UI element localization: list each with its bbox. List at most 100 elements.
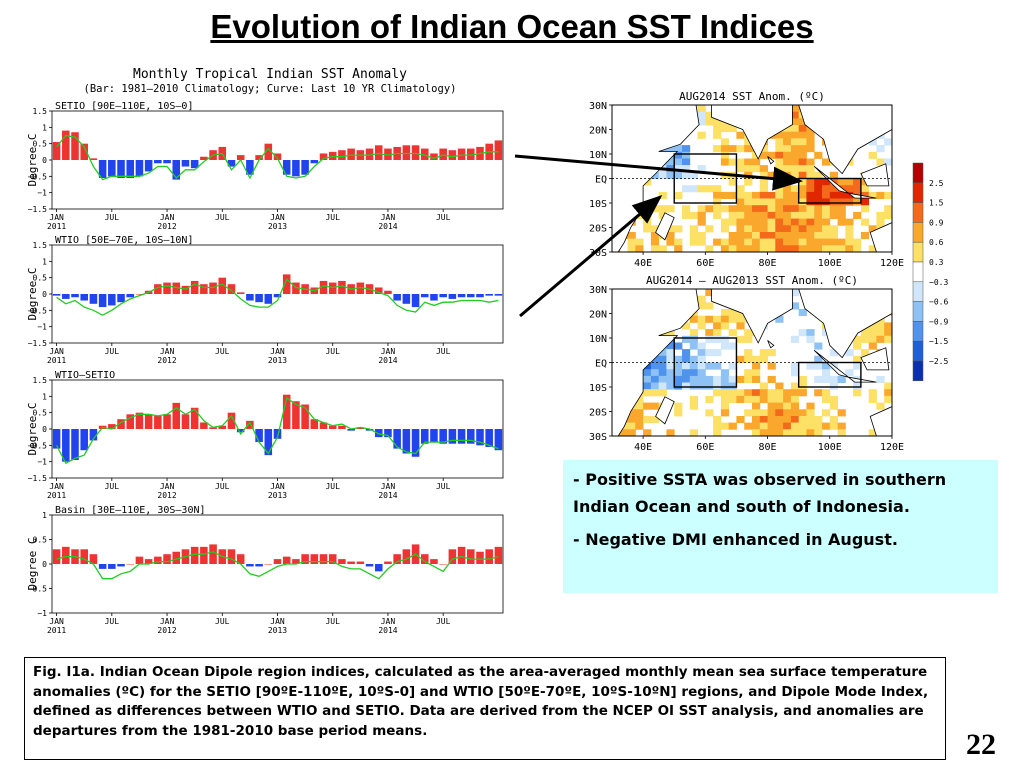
anomaly-cell: [837, 178, 846, 186]
anomaly-cell: [759, 185, 768, 193]
colorbar-segment: [912, 222, 924, 243]
anomaly-cell: [868, 329, 877, 337]
anomaly-cell: [752, 422, 761, 430]
x-tick-year: 2011: [47, 356, 66, 365]
bar: [448, 549, 457, 564]
anomaly-cell: [720, 145, 730, 153]
anomaly-cell: [752, 205, 761, 213]
anomaly-cell: [720, 395, 730, 403]
anomaly-cell: [790, 211, 800, 219]
bar: [374, 145, 383, 160]
bar: [190, 280, 199, 294]
bar: [255, 564, 263, 567]
bar: [264, 564, 273, 565]
y-tick-label: 0.5: [33, 140, 48, 149]
colorbar-label: 0.6: [929, 238, 944, 247]
anomaly-cell: [798, 211, 807, 219]
anomaly-cell: [682, 205, 691, 213]
anomaly-cell: [720, 369, 730, 377]
bar: [420, 554, 429, 564]
anomaly-cell: [728, 205, 737, 213]
anomaly-cell: [783, 191, 792, 199]
anomaly-cell: [650, 369, 660, 377]
lon-label: 60E: [696, 258, 714, 269]
anomaly-cell: [682, 185, 691, 193]
anomaly-cell: [736, 145, 745, 153]
bar: [117, 294, 125, 303]
colorbar-segment: [912, 360, 924, 382]
anomaly-cell: [868, 395, 877, 403]
india-subcontinent: [711, 288, 793, 344]
anomaly-cell: [643, 416, 652, 424]
lat-label: 10N: [589, 150, 607, 161]
anomaly-cell: [822, 395, 831, 403]
bar: [264, 143, 273, 160]
colorbar-label: 0.9: [929, 218, 944, 227]
anomaly-cell: [689, 375, 698, 383]
anomaly-cell: [674, 145, 683, 153]
bar: [62, 429, 70, 462]
anomaly-cell: [658, 245, 667, 253]
anomaly-cell: [790, 362, 800, 370]
anomaly-cell: [790, 198, 800, 206]
anomaly-cell: [720, 171, 730, 179]
panel-label: WTIO—SETIO: [55, 370, 115, 381]
bar: [384, 561, 392, 564]
anomaly-cell: [814, 185, 823, 193]
lat-label: 10S: [589, 383, 607, 394]
anomaly-cell: [798, 329, 807, 337]
colorbar-segment: [912, 202, 924, 223]
anomaly-cell: [860, 329, 870, 337]
bar: [135, 294, 144, 295]
anomaly-cell: [643, 375, 652, 383]
anomaly-cell: [853, 335, 862, 343]
bar: [485, 549, 493, 564]
anomaly-cell: [713, 145, 722, 153]
anomaly-cell: [658, 369, 667, 377]
colorbar-segment: [912, 241, 924, 263]
bar: [181, 285, 190, 294]
anomaly-cell: [744, 211, 753, 219]
x-tick-month: JAN: [160, 213, 175, 222]
chart-subtitle: (Bar: 1981—2010 Climatology; Curve: Last…: [84, 83, 457, 95]
anomaly-cell: [713, 131, 722, 139]
anomaly-cell: [837, 245, 846, 253]
x-tick-month: JAN: [270, 482, 285, 491]
anomaly-cell: [713, 349, 722, 357]
bar: [108, 160, 116, 177]
page-number: 22: [966, 728, 996, 761]
anomaly-cell: [876, 145, 885, 153]
anomaly-cell: [736, 322, 745, 330]
anomaly-cell: [752, 402, 761, 410]
anomaly-cell: [720, 422, 730, 430]
anomaly-cell: [650, 416, 660, 424]
anomaly-cell: [783, 165, 792, 173]
anomaly-cell: [713, 416, 722, 424]
anomaly-cell: [689, 238, 698, 246]
anomaly-cell: [728, 171, 737, 179]
colorbar-segment: [912, 321, 924, 342]
anomaly-cell: [705, 335, 714, 343]
bar: [476, 551, 484, 564]
bar: [181, 160, 190, 167]
anomaly-cell: [635, 245, 644, 253]
anomaly-cell: [798, 145, 807, 153]
anomaly-cell: [806, 205, 815, 213]
anomaly-cell: [767, 375, 776, 383]
anomaly-cell: [728, 329, 737, 337]
anomaly-cell: [822, 422, 831, 430]
anomaly-cell: [736, 131, 745, 139]
bar: [420, 429, 429, 444]
anomaly-cell: [775, 198, 784, 206]
anomaly-cell: [884, 322, 893, 330]
anomaly-cell: [767, 225, 776, 233]
anomaly-cell: [666, 165, 675, 173]
anomaly-cell: [666, 225, 675, 233]
anomaly-cell: [759, 409, 768, 417]
bar: [200, 284, 208, 294]
anomaly-cell: [767, 429, 776, 437]
anomaly-cell: [744, 165, 753, 173]
bar: [273, 429, 282, 439]
bar: [108, 424, 116, 429]
anomaly-cell: [728, 178, 737, 186]
